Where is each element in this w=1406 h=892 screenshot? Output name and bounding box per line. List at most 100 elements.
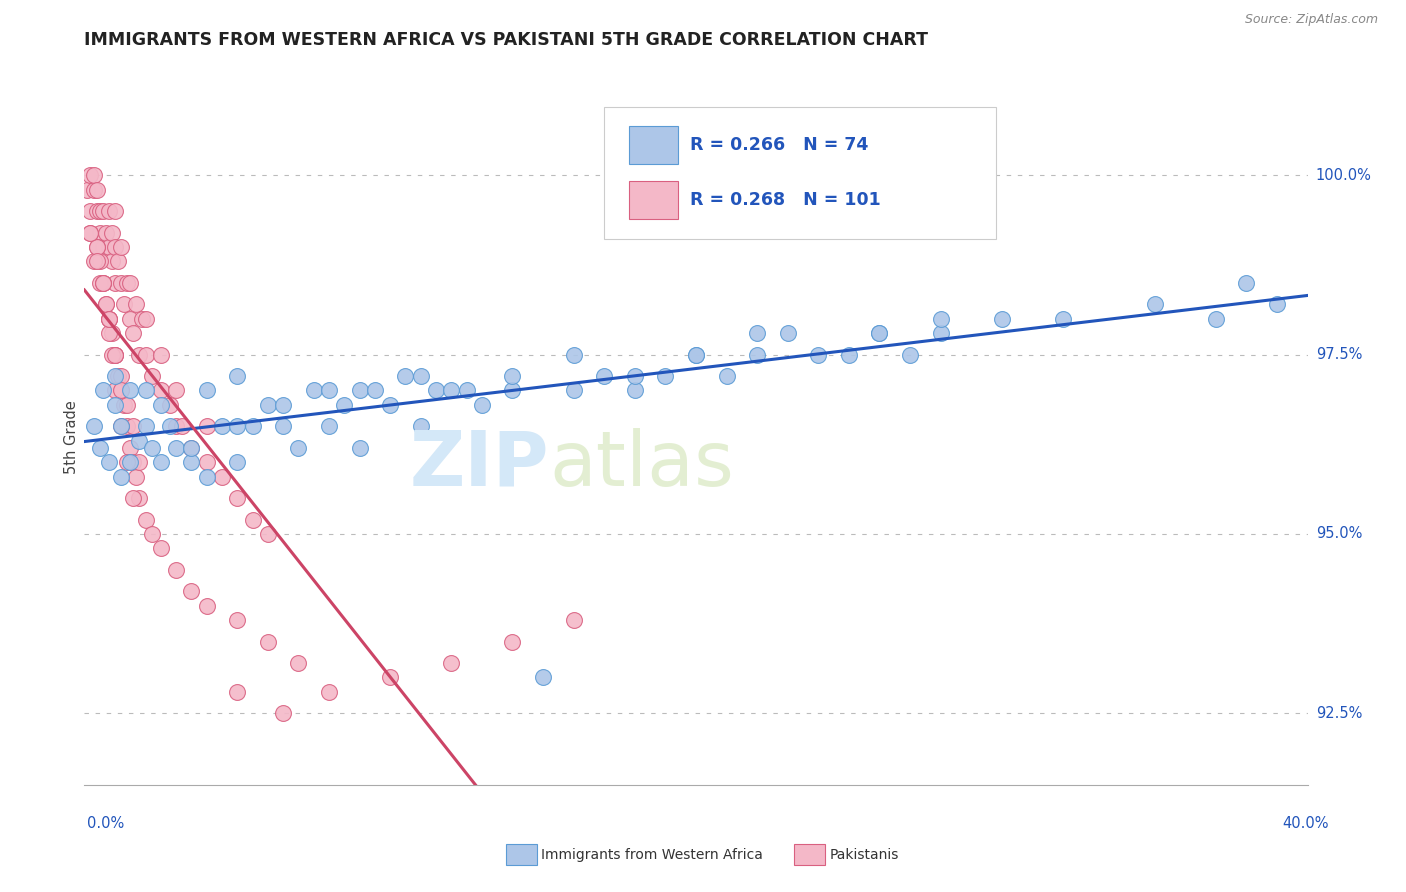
Point [120, 441, 142, 455]
Point [287, 441, 309, 455]
Point [135, 384, 157, 398]
Point [869, 326, 891, 340]
Point [394, 369, 416, 384]
Point [107, 254, 129, 268]
Point [195, 599, 218, 613]
Point [195, 455, 218, 469]
Point [120, 311, 142, 326]
Point [745, 348, 768, 362]
Point [110, 419, 132, 434]
Point [91, 276, 114, 290]
Point [425, 384, 447, 398]
Point [97, 204, 120, 219]
Point [83, 419, 105, 434]
Point [104, 276, 127, 290]
Point [79, 168, 101, 182]
Point [257, 398, 280, 412]
Point [79, 204, 101, 219]
Point [195, 419, 218, 434]
Point [226, 684, 249, 698]
Point [318, 419, 340, 434]
Point [135, 311, 157, 326]
Point [122, 491, 145, 505]
Text: Immigrants from Western Africa: Immigrants from Western Africa [541, 847, 763, 862]
Point [86, 240, 108, 254]
Point [112, 297, 135, 311]
Point [318, 684, 340, 698]
Point [110, 384, 132, 398]
Point [440, 656, 463, 670]
Point [104, 384, 127, 398]
Point [409, 369, 432, 384]
Point [128, 348, 150, 362]
Point [271, 706, 294, 721]
Point [89, 204, 111, 219]
Point [94, 297, 117, 311]
Point [128, 455, 150, 469]
Point [501, 384, 523, 398]
Point [104, 369, 127, 384]
Point [86, 183, 108, 197]
Point [110, 369, 132, 384]
Point [110, 419, 132, 434]
Point [115, 398, 138, 412]
Point [128, 434, 150, 448]
Point [115, 455, 138, 469]
Point [257, 527, 280, 541]
Point [122, 326, 145, 340]
Point [180, 441, 202, 455]
Point [929, 311, 952, 326]
Point [128, 491, 150, 505]
Point [91, 204, 114, 219]
Point [180, 584, 202, 599]
Point [165, 563, 187, 577]
FancyBboxPatch shape [605, 106, 995, 239]
Point [101, 348, 124, 362]
Point [364, 384, 387, 398]
Text: Source: ZipAtlas.com: Source: ZipAtlas.com [1244, 13, 1378, 27]
Point [531, 670, 554, 684]
Text: Pakistanis: Pakistanis [830, 847, 898, 862]
Point [195, 469, 218, 483]
Bar [628, 181, 678, 219]
Point [83, 254, 105, 268]
Point [838, 348, 860, 362]
Point [101, 226, 124, 240]
Point [110, 469, 132, 483]
Point [149, 398, 172, 412]
Point [149, 541, 172, 556]
Point [380, 670, 402, 684]
Point [501, 634, 523, 648]
Text: 0.0%: 0.0% [87, 816, 124, 831]
Point [91, 384, 114, 398]
Point [97, 455, 120, 469]
Point [104, 348, 127, 362]
Point [807, 348, 830, 362]
Point [456, 384, 478, 398]
Point [83, 183, 105, 197]
Point [380, 398, 402, 412]
Point [149, 455, 172, 469]
Point [120, 276, 142, 290]
Point [97, 311, 120, 326]
Point [1052, 311, 1074, 326]
Text: 40.0%: 40.0% [1282, 816, 1329, 831]
Point [76, 183, 98, 197]
Text: 95.0%: 95.0% [1316, 526, 1362, 541]
Point [440, 384, 463, 398]
Point [141, 527, 163, 541]
Point [929, 326, 952, 340]
Point [242, 419, 264, 434]
Text: 97.5%: 97.5% [1316, 347, 1362, 362]
Point [86, 254, 108, 268]
Point [165, 384, 187, 398]
Point [79, 226, 101, 240]
Point [104, 398, 127, 412]
Point [287, 656, 309, 670]
Point [89, 226, 111, 240]
Point [685, 348, 707, 362]
Point [226, 491, 249, 505]
Point [349, 441, 371, 455]
Point [104, 204, 127, 219]
Point [91, 240, 114, 254]
